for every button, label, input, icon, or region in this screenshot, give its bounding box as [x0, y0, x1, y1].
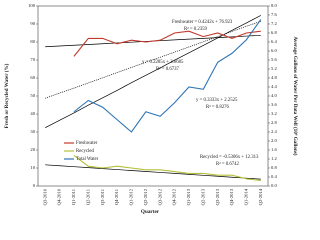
y-tick-label: 60	[30, 75, 35, 80]
y2-tick-label: 6.0	[271, 48, 277, 53]
trendline-equation: y = 0.2285x + 3.6685	[142, 60, 184, 65]
trendline-r2: R² = 0.8276	[206, 104, 230, 110]
y2-tick-label: 8.0	[271, 3, 277, 8]
x-tick-label: Q1-2013	[186, 188, 191, 205]
y2-tick-label: 7.6	[271, 12, 277, 17]
y2-tick-label: 2.8	[271, 120, 277, 125]
y2-tick-label: 3.2	[271, 111, 277, 116]
x-tick-label: Q1-2014	[244, 188, 249, 205]
trendline-equation: y = 0.3333x + 2.2525	[196, 98, 238, 103]
legend-label: Freshwater	[76, 141, 98, 146]
y2-tick-label: 0.8	[271, 165, 277, 170]
x-tick-label: Q2-2013	[200, 188, 205, 205]
x-tick-label: Q2-2014	[258, 188, 263, 205]
y2-tick-label: 4.4	[271, 84, 277, 89]
series-line	[73, 30, 261, 57]
y-tick-label: 30	[30, 129, 35, 134]
chart: Quarter Fresh or Recycled Water (%) Aver…	[3, 3, 299, 215]
x-tick-label: Q3-2013	[215, 188, 220, 205]
y2-tick-label: 2.4	[271, 129, 277, 134]
y-tick-label: 70	[30, 57, 35, 62]
y2-tick-label: 3.6	[271, 102, 277, 107]
x-tick-label: Q2-2012	[143, 188, 148, 205]
y2-tick-label: 2.0	[271, 138, 277, 143]
trendline-r2: R² = 0.2359	[184, 26, 208, 32]
y-tick-label: 50	[30, 93, 35, 98]
x-tick-label: Q4-2011	[114, 188, 119, 205]
y2-tick-label: 6.4	[271, 39, 277, 44]
y2-tick-label: 0.4	[271, 174, 277, 179]
y-tick-label: 80	[30, 39, 35, 44]
y2-axis-title: Average Gallons of Water Per Data Well (…	[292, 37, 299, 156]
trendline-r2: R² = 0.6742	[216, 161, 240, 167]
y2-tick-label: 1.2	[271, 156, 277, 161]
trendline-r2: R² = 0.6737	[156, 66, 180, 72]
trendline	[45, 15, 261, 129]
y2-tick-label: 4.8	[271, 75, 277, 80]
trendline-equation: Freshwater = 0.4242x + 76.923	[172, 20, 233, 25]
x-tick-label: Q4-2013	[229, 188, 234, 205]
y-tick-label: 20	[30, 147, 35, 152]
x-tick-label: Q3-2010	[42, 188, 47, 205]
y2-tick-label: 1.6	[271, 147, 277, 152]
x-tick-label: Q2-2011	[85, 188, 90, 205]
y2-tick-label: 5.2	[271, 66, 277, 71]
y2-tick-label: 6.8	[271, 30, 277, 35]
y2-tick-label: 7.2	[271, 21, 277, 26]
y2-tick-label: 4.0	[271, 93, 277, 98]
y-tick-label: 0	[33, 183, 36, 188]
x-tick-label: Q4-2012	[172, 188, 177, 205]
legend-label: Recycled	[76, 149, 94, 154]
x-axis-title: Quarter	[141, 209, 160, 215]
y-axis-title: Fresh or Recycled Water (%)	[3, 63, 10, 128]
y2-tick-label: 5.6	[271, 57, 277, 62]
y-tick-label: 40	[30, 111, 35, 116]
y2-tick-label: 0.0	[271, 183, 277, 188]
series-line	[73, 19, 262, 133]
x-tick-label: Q1-2011	[71, 188, 76, 205]
y-tick-label: 10	[30, 165, 35, 170]
trendline	[45, 164, 261, 180]
x-tick-label: Q4-2010	[57, 188, 62, 205]
trendline-equation: Recycled = -0.5306x + 12.313	[200, 155, 259, 160]
y-tick-label: 100	[28, 3, 36, 8]
x-tick-label: Q1-2012	[129, 188, 134, 205]
page: Quarter Fresh or Recycled Water (%) Aver…	[3, 3, 299, 216]
x-tick-label: Q3-2011	[100, 188, 105, 205]
y-tick-label: 90	[30, 21, 35, 26]
legend-label: Total Water	[76, 157, 99, 162]
series-line	[73, 154, 261, 182]
x-tick-label: Q3-2012	[157, 188, 162, 205]
